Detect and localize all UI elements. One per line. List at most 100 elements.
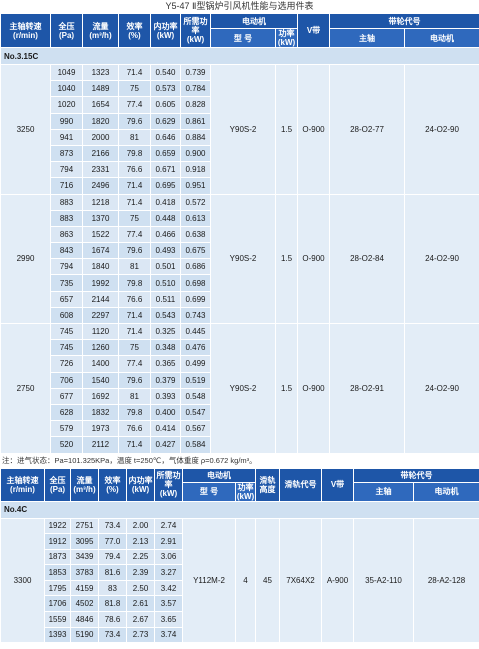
internal-power-cell: 0.393 [150, 387, 181, 405]
flow-cell: 1522 [82, 225, 119, 244]
header-flow-2: 流量 (m³/h) [70, 467, 99, 502]
header-vbelt: V带 [297, 13, 330, 48]
flow-cell: 5190 [70, 626, 99, 644]
efficiency-cell: 77.4 [118, 96, 151, 114]
required-power-cell: 0.784 [180, 80, 211, 98]
flow-cell: 4159 [70, 579, 99, 597]
flow-cell: 3783 [70, 564, 99, 581]
internal-power-cell: 0.605 [150, 96, 181, 114]
efficiency-cell: 75 [118, 80, 151, 98]
performance-table-4c: 主轴转速 (r/min) 全压 (Pa) 流量 (m³/h) 效率 (%) 内功率 (kW… [0, 467, 479, 644]
table-row: 863 1522 77.4 0.466 0.638 [1, 225, 479, 244]
required-power-cell: 2.74 [154, 517, 183, 535]
efficiency-cell: 79.8 [118, 274, 151, 292]
internal-power-cell: 0.671 [150, 161, 181, 179]
section-label-2: No.4C [0, 500, 479, 519]
table-row: 990 1820 79.6 0.629 0.861 [1, 112, 479, 130]
flow-cell: 1973 [82, 420, 119, 438]
pressure-cell: 1040 [50, 80, 83, 98]
pressure-cell: 1912 [44, 533, 71, 550]
motor-pulley-cell: 24-O2-90 [404, 323, 479, 454]
table-row: 3250 1049 1323 71.4 0.540 0.739 Y90S-2 1.5 O-900… [0, 63, 479, 195]
efficiency-cell: 81 [118, 128, 151, 146]
internal-power-cell: 2.39 [126, 564, 155, 581]
table-row: 3300 1922 2751 73.4 2.00 2.74 Y112M-2 4 45 7X64X2… [0, 517, 479, 644]
required-power-cell: 0.918 [180, 161, 211, 179]
motor-pulley-cell: 24-O2-90 [404, 193, 479, 324]
header-motor-power: 功率(kW) [275, 28, 298, 48]
pressure-cell: 883 [50, 209, 83, 227]
efficiency-cell: 73.4 [98, 517, 127, 535]
efficiency-cell: 78.6 [98, 611, 127, 628]
page-title: Y5-47 Ⅱ型锅炉引风机性能与选用件表 [165, 1, 314, 11]
internal-power-cell: 2.61 [126, 595, 155, 613]
table-row: 657 2144 76.6 0.511 0.699 [1, 290, 479, 308]
motor-model-cell: Y112M-2 [182, 517, 236, 644]
header-shaft-pulley: 主轴 [329, 28, 405, 48]
efficiency-cell: 71.4 [118, 177, 151, 195]
flow-cell: 1370 [82, 209, 119, 227]
flow-cell: 2166 [82, 144, 119, 163]
pressure-cell: 735 [50, 274, 83, 292]
pressure-cell: 520 [50, 436, 83, 454]
rail-code-cell: 7X64X2 [279, 517, 322, 644]
table-row: 1795 4159 83 2.50 3.42 [1, 579, 479, 597]
motor-power-cell: 1.5 [275, 323, 298, 454]
pressure-cell: 716 [50, 177, 83, 195]
efficiency-cell: 77.4 [118, 355, 151, 373]
flow-cell: 1260 [82, 339, 119, 357]
header-pressure-2: 全压 (Pa) [44, 467, 71, 502]
vbelt-cell: O-900 [297, 323, 330, 454]
table-row: 579 1973 76.6 0.414 0.567 [1, 420, 479, 438]
efficiency-cell: 76.6 [118, 420, 151, 438]
required-power-cell: 2.91 [154, 533, 183, 550]
pressure-cell: 628 [50, 403, 83, 422]
table-row: 794 1840 81 0.501 0.686 [1, 258, 479, 276]
pressure-cell: 794 [50, 161, 83, 179]
flow-cell: 2496 [82, 177, 119, 195]
internal-power-cell: 0.466 [150, 225, 181, 244]
vbelt-cell: O-900 [297, 193, 330, 324]
motor-pulley-cell: 24-O2-90 [404, 64, 479, 195]
header-internal-power: 内功率 (kW) [150, 13, 181, 48]
shaft-pulley-cell: 28-O2-77 [329, 64, 405, 195]
flow-cell: 2331 [82, 161, 119, 179]
header-speed: 主轴转速 (r/min) [0, 13, 51, 48]
table-row: 1706 4502 81.8 2.61 3.57 [1, 595, 479, 613]
efficiency-cell: 79.8 [118, 403, 151, 422]
required-power-cell: 0.572 [180, 193, 211, 211]
efficiency-cell: 79.8 [118, 144, 151, 163]
internal-power-cell: 2.67 [126, 611, 155, 628]
required-power-cell: 0.638 [180, 225, 211, 244]
required-power-cell: 0.584 [180, 436, 211, 454]
internal-power-cell: 0.543 [150, 306, 181, 325]
header-efficiency: 效率 (%) [118, 13, 151, 48]
internal-power-cell: 0.348 [150, 339, 181, 357]
flow-cell: 1120 [82, 322, 119, 341]
motor-power-cell: 1.5 [275, 64, 298, 195]
internal-power-cell: 0.629 [150, 112, 181, 130]
header-speed-2: 主轴转速 (r/min) [0, 467, 45, 502]
flow-cell: 1832 [82, 403, 119, 422]
required-power-cell: 0.861 [180, 112, 211, 130]
header-shaft-pulley-2: 主轴 [353, 481, 414, 502]
pressure-cell: 863 [50, 225, 83, 244]
pressure-cell: 941 [50, 128, 83, 146]
required-power-cell: 0.699 [180, 290, 211, 308]
internal-power-cell: 0.501 [150, 258, 181, 276]
motor-power-cell: 4 [235, 517, 256, 644]
pressure-cell: 990 [50, 112, 83, 130]
internal-power-cell: 0.646 [150, 128, 181, 146]
table-row: 1020 1654 77.4 0.605 0.828 [1, 96, 479, 114]
flow-cell: 4846 [70, 611, 99, 628]
efficiency-cell: 77.0 [98, 533, 127, 550]
table-row: 1559 4846 78.6 2.67 3.65 [1, 611, 479, 628]
required-power-cell: 0.548 [180, 387, 211, 405]
flow-cell: 2144 [82, 290, 119, 308]
efficiency-cell: 76.6 [118, 290, 151, 308]
required-power-cell: 0.519 [180, 371, 211, 389]
required-power-cell: 0.951 [180, 177, 211, 195]
internal-power-cell: 0.511 [150, 290, 181, 308]
internal-power-cell: 2.73 [126, 626, 155, 644]
